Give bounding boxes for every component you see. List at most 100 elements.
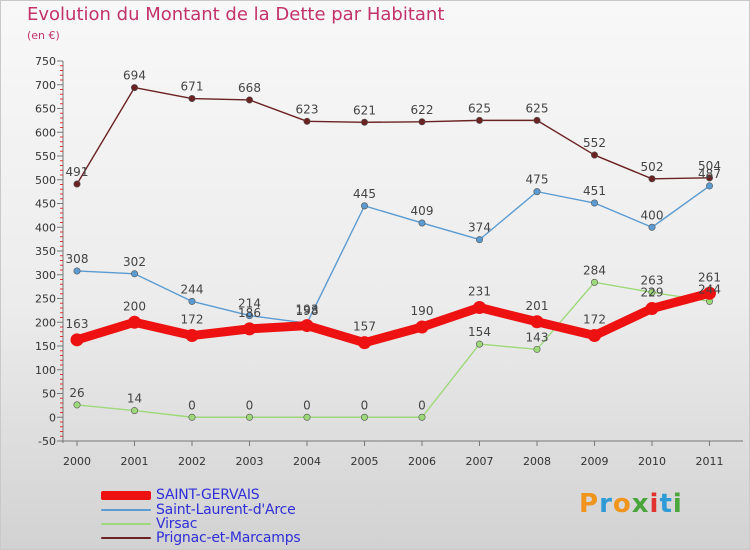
logo-letter: x <box>631 489 650 519</box>
x-tick-label: 2004 <box>293 455 321 468</box>
data-point <box>70 333 84 347</box>
y-tick-label: 150 <box>35 340 56 353</box>
series-layer <box>70 84 716 421</box>
data-point <box>705 182 713 190</box>
data-point <box>533 188 541 196</box>
data-label: 621 <box>353 103 376 117</box>
data-point <box>475 116 483 124</box>
data-point <box>533 345 541 353</box>
data-point <box>360 202 368 210</box>
data-point <box>358 336 371 350</box>
chart-unit: (en €) <box>27 29 60 42</box>
data-label: 302 <box>123 255 146 269</box>
data-label: 694 <box>123 69 146 83</box>
data-point <box>533 116 541 124</box>
data-label: 668 <box>238 81 261 95</box>
legend-swatch <box>101 490 151 500</box>
logo-letter: P <box>579 489 600 519</box>
data-label: 487 <box>698 167 721 181</box>
data-label: 625 <box>468 101 491 115</box>
data-label: 0 <box>303 398 311 412</box>
data-label: 190 <box>411 304 434 318</box>
data-label: 623 <box>296 102 319 116</box>
logo-letter: o <box>612 489 632 519</box>
data-label: 214 <box>238 297 261 311</box>
data-point <box>703 286 716 300</box>
data-label: 400 <box>641 208 664 222</box>
x-tick-label: 2008 <box>523 455 551 468</box>
data-label: 172 <box>583 313 606 327</box>
data-point <box>645 301 659 315</box>
data-label: 200 <box>123 299 146 313</box>
data-label: 409 <box>411 204 434 218</box>
y-tick-label: 50 <box>42 388 56 401</box>
y-tick-label: 300 <box>35 269 56 282</box>
data-point <box>418 118 426 126</box>
legend-swatch <box>101 537 151 539</box>
x-tick-label: 2010 <box>638 455 666 468</box>
data-point <box>188 413 196 421</box>
data-point <box>246 96 254 104</box>
data-label: 622 <box>411 103 434 117</box>
data-point <box>588 329 601 343</box>
data-label: 163 <box>66 317 89 331</box>
logo-letter: t <box>659 489 673 519</box>
data-point <box>128 315 141 329</box>
y-tick-label: 550 <box>35 150 56 163</box>
data-label: 193 <box>296 303 319 317</box>
data-point <box>246 312 254 320</box>
data-point <box>590 199 598 207</box>
y-tick-label: 250 <box>35 293 56 306</box>
data-point <box>360 118 368 126</box>
data-point <box>243 322 256 336</box>
x-tick-label: 2006 <box>408 455 436 468</box>
data-label: 154 <box>468 325 491 339</box>
legend-label: Virsac <box>156 516 198 532</box>
data-point <box>360 413 368 421</box>
x-tick-label: 2001 <box>121 455 149 468</box>
x-tick-label: 2011 <box>696 455 724 468</box>
legend-item-prignac-et-marcamps: Prignac-et-Marcamps <box>101 530 301 546</box>
y-tick-label: 750 <box>35 55 56 68</box>
data-point <box>131 84 139 92</box>
data-label: 244 <box>181 282 204 296</box>
data-point <box>131 270 139 278</box>
data-point <box>415 320 429 334</box>
data-label: 26 <box>69 386 84 400</box>
legend-swatch <box>101 509 151 511</box>
data-label: 475 <box>526 173 549 187</box>
data-label: 504 <box>698 159 721 173</box>
data-label: 284 <box>583 263 606 277</box>
data-label: 261 <box>698 270 721 284</box>
data-label: 0 <box>246 398 254 412</box>
data-point <box>473 301 486 315</box>
data-point <box>300 319 314 333</box>
data-point <box>303 413 311 421</box>
data-label: 451 <box>583 184 606 198</box>
logo-letter: i <box>672 489 683 519</box>
data-point <box>648 175 656 183</box>
data-label: 625 <box>526 101 549 115</box>
data-label: 502 <box>641 160 664 174</box>
data-label: 231 <box>468 285 491 299</box>
data-label: 671 <box>181 80 204 94</box>
series-line-0 <box>72 288 714 348</box>
x-tick-label: 2003 <box>236 455 264 468</box>
x-tick-label: 2009 <box>581 455 609 468</box>
y-tick-label: 200 <box>35 316 56 329</box>
data-label: 552 <box>583 136 606 150</box>
data-point <box>590 151 598 159</box>
y-tick-label: 0 <box>49 411 56 424</box>
data-point <box>590 278 598 286</box>
x-tick-label: 2005 <box>351 455 379 468</box>
data-label: 198 <box>296 304 319 318</box>
data-label: 157 <box>353 320 376 334</box>
data-point <box>418 413 426 421</box>
axes: -50 0 50 100 150 200 250 300 350 400 450 500 550 600 6… <box>35 55 743 468</box>
legend-label: Prignac-et-Marcamps <box>156 530 301 546</box>
data-label: 308 <box>66 252 89 266</box>
series-line-2 <box>76 281 711 418</box>
data-label: 0 <box>361 398 369 412</box>
